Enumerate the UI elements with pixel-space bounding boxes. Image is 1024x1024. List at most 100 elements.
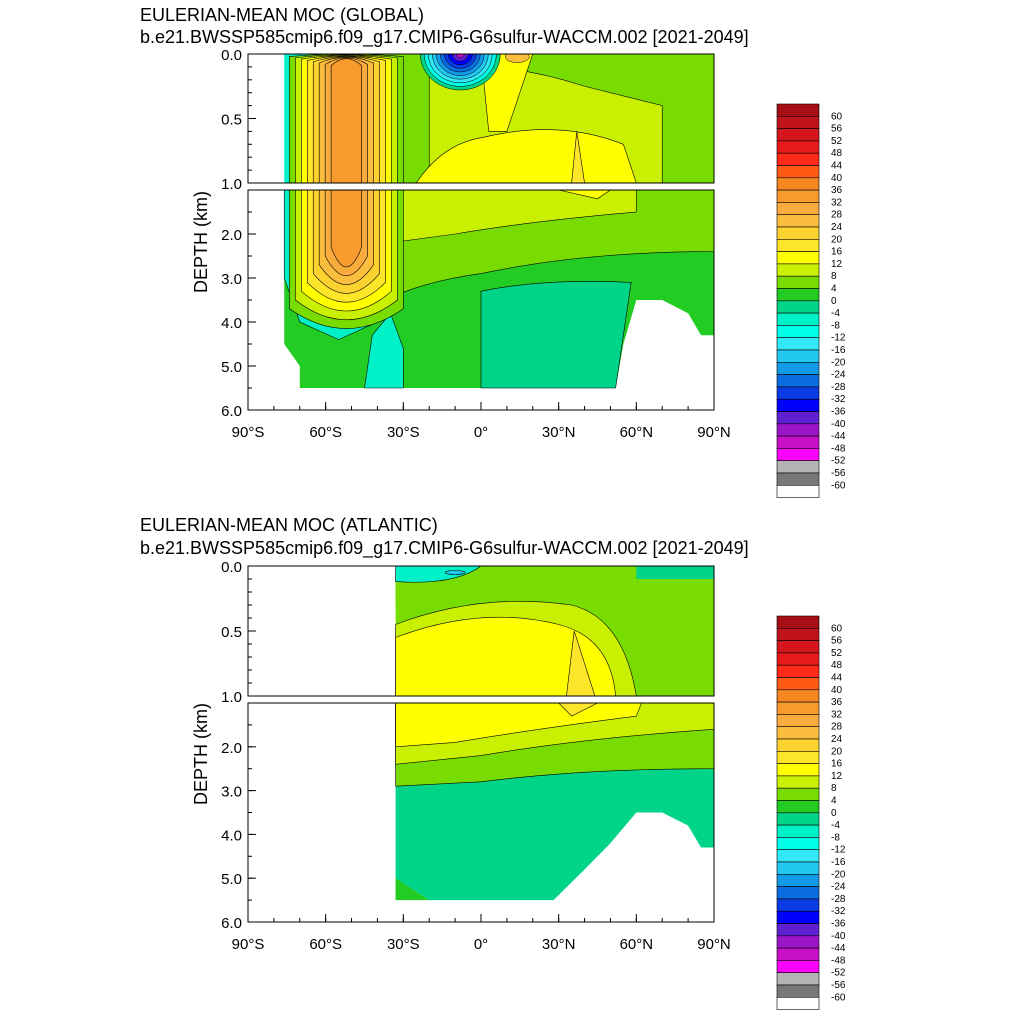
global-title: EULERIAN-MEAN MOC (GLOBAL) bbox=[140, 5, 425, 25]
colorbar-label: 0 bbox=[831, 808, 837, 819]
colorbar-label: -16 bbox=[831, 857, 846, 868]
contour-12 bbox=[395, 616, 616, 696]
colorbar-label: -4 bbox=[831, 308, 840, 319]
y-axis-label: DEPTH (km) bbox=[191, 191, 211, 293]
colorbar-label: -8 bbox=[831, 832, 840, 843]
colorbar-label: 24 bbox=[831, 222, 843, 233]
abyssal-neg bbox=[364, 312, 404, 389]
colorbar-label: 36 bbox=[831, 697, 843, 708]
contour-16 bbox=[558, 703, 598, 717]
surface-neg bbox=[395, 566, 482, 583]
colorbar-swatch bbox=[776, 435, 820, 449]
colorbar-label: 36 bbox=[831, 185, 843, 196]
colorbar-swatch bbox=[776, 812, 820, 826]
colorbar-label: 12 bbox=[831, 771, 843, 782]
colorbar-label: -28 bbox=[831, 894, 846, 905]
colorbar-label: -60 bbox=[831, 992, 846, 1003]
y-tick-label: 4.0 bbox=[221, 827, 242, 844]
cell-ring bbox=[330, 58, 362, 183]
colorbar-swatch bbox=[776, 898, 820, 912]
colorbar-label: 56 bbox=[831, 124, 843, 135]
x-tick-label: 90°S bbox=[232, 424, 265, 441]
panel-global: 0.0 0.5 1.0 2.0 3.0 4.0 5.0 6.0 90°S 60°S 30°S 0° 30… bbox=[191, 47, 846, 498]
colorbar-swatch bbox=[776, 226, 820, 240]
colorbar-label: -20 bbox=[831, 357, 846, 368]
colorbar-label: 12 bbox=[831, 259, 843, 270]
y-tick-label: 2.0 bbox=[221, 227, 242, 244]
colorbar-label: -8 bbox=[831, 320, 840, 331]
colorbar-swatch bbox=[776, 873, 820, 887]
colorbar-label: -36 bbox=[831, 919, 846, 930]
colorbar-label: -32 bbox=[831, 906, 846, 917]
y-tick-label: 6.0 bbox=[221, 403, 242, 420]
y-tick-label: 1.0 bbox=[221, 689, 242, 706]
colorbar-label: -28 bbox=[831, 382, 846, 393]
colorbar-swatch bbox=[776, 714, 820, 728]
colorbar-swatch bbox=[776, 116, 820, 129]
colorbar-label: 40 bbox=[831, 173, 843, 184]
colorbar-swatch bbox=[776, 374, 820, 388]
colorbar-label: -24 bbox=[831, 882, 846, 893]
colorbar-swatch bbox=[776, 312, 820, 326]
colorbar-swatch bbox=[776, 398, 820, 412]
colorbar-label: -52 bbox=[831, 968, 846, 979]
colorbar-label: 8 bbox=[831, 783, 837, 794]
colorbar-label: 16 bbox=[831, 247, 843, 258]
colorbar-label: 60 bbox=[831, 623, 843, 634]
colorbar-swatch bbox=[776, 996, 820, 1010]
x-tick-label: 30°S bbox=[387, 936, 420, 953]
colorbar-swatch bbox=[776, 300, 820, 314]
colorbar-swatch bbox=[776, 910, 820, 924]
colorbar-label: -16 bbox=[831, 345, 846, 356]
abyssal-cell bbox=[480, 281, 632, 389]
colorbar-swatch bbox=[776, 738, 820, 752]
colorbar-swatch bbox=[776, 627, 820, 641]
colorbar-swatch bbox=[776, 689, 820, 703]
contour-16 bbox=[571, 131, 585, 183]
colorbar-swatch bbox=[776, 664, 820, 678]
colorbar-swatch bbox=[776, 652, 820, 666]
colorbar-label: 52 bbox=[831, 136, 843, 147]
colorbar-label: 0 bbox=[831, 296, 837, 307]
colorbar-swatch bbox=[776, 448, 820, 461]
y-tick-label: 0.0 bbox=[221, 47, 242, 64]
colorbar-label: 20 bbox=[831, 746, 843, 757]
colorbar-label: -12 bbox=[831, 333, 846, 344]
colorbar-swatch bbox=[776, 386, 820, 400]
upper-field bbox=[395, 566, 714, 696]
colorbar-label: 28 bbox=[831, 722, 843, 733]
colorbar-swatch bbox=[776, 103, 820, 117]
colorbar-swatch bbox=[776, 775, 820, 789]
y-tick-label: 0.5 bbox=[221, 112, 242, 129]
x-tick-label: 30°S bbox=[387, 424, 420, 441]
y-tick-label: 1.0 bbox=[221, 176, 242, 193]
y-tick-label: 6.0 bbox=[221, 915, 242, 932]
atlantic-title: EULERIAN-MEAN MOC (ATLANTIC) bbox=[140, 515, 438, 535]
x-tick-label: 90°N bbox=[697, 936, 731, 953]
colorbar-label: -40 bbox=[831, 931, 846, 942]
y-tick-label: 3.0 bbox=[221, 784, 242, 801]
colorbar-label: -44 bbox=[831, 431, 846, 442]
x-tick-label: 90°N bbox=[697, 424, 731, 441]
colorbar-swatch bbox=[776, 677, 820, 691]
colorbar-label: -44 bbox=[831, 943, 846, 954]
colorbar-label: 24 bbox=[831, 734, 843, 745]
x-tick-label: 30°N bbox=[542, 424, 576, 441]
x-tick-label: 30°N bbox=[542, 936, 576, 953]
colorbar-label: 20 bbox=[831, 234, 843, 245]
colorbar-label: -36 bbox=[831, 407, 846, 418]
colorbar-swatch bbox=[776, 361, 820, 375]
x-tick-label: 0° bbox=[474, 424, 488, 441]
abyss-edge bbox=[395, 878, 430, 901]
contour-12 bbox=[558, 190, 611, 200]
colorbar-swatch bbox=[776, 750, 820, 764]
colorbar-swatch bbox=[776, 701, 820, 715]
colorbar-swatch bbox=[776, 239, 820, 252]
colorbar-swatch bbox=[776, 275, 820, 289]
y-tick-label: 5.0 bbox=[221, 359, 242, 376]
colorbar-swatch bbox=[776, 824, 820, 838]
colorbar-swatch bbox=[776, 189, 820, 203]
colorbar-label: -48 bbox=[831, 443, 846, 454]
colorbar-swatch bbox=[776, 726, 820, 740]
